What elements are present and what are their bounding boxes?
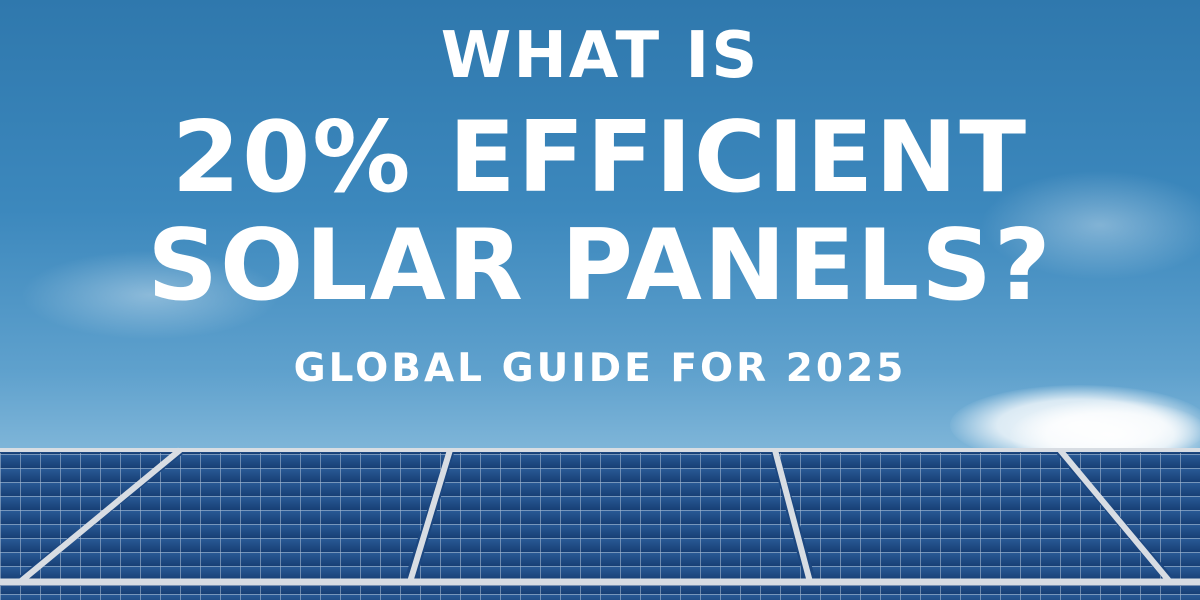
headline-line-2: 20% EFFICIENT xyxy=(171,101,1029,215)
solar-panel xyxy=(1064,453,1200,580)
solar-panel-array xyxy=(0,447,1200,600)
headline-line-3: SOLAR PANELS? xyxy=(147,209,1053,323)
headline-line-1: WHAT IS xyxy=(440,19,760,93)
haze-cloud xyxy=(20,250,280,340)
solar-panel xyxy=(26,453,446,580)
solar-panel xyxy=(779,453,1164,580)
panel-frame xyxy=(18,447,182,585)
haze-cloud xyxy=(980,170,1200,280)
panel-frame xyxy=(1057,448,1173,584)
solar-panel xyxy=(0,453,176,580)
solar-panel xyxy=(416,453,804,580)
panel-frame xyxy=(407,449,453,583)
subtitle: GLOBAL GUIDE FOR 2025 xyxy=(293,346,907,391)
solar-panel xyxy=(0,586,1200,600)
panel-frame xyxy=(772,449,813,583)
sky-background xyxy=(20,170,1200,470)
